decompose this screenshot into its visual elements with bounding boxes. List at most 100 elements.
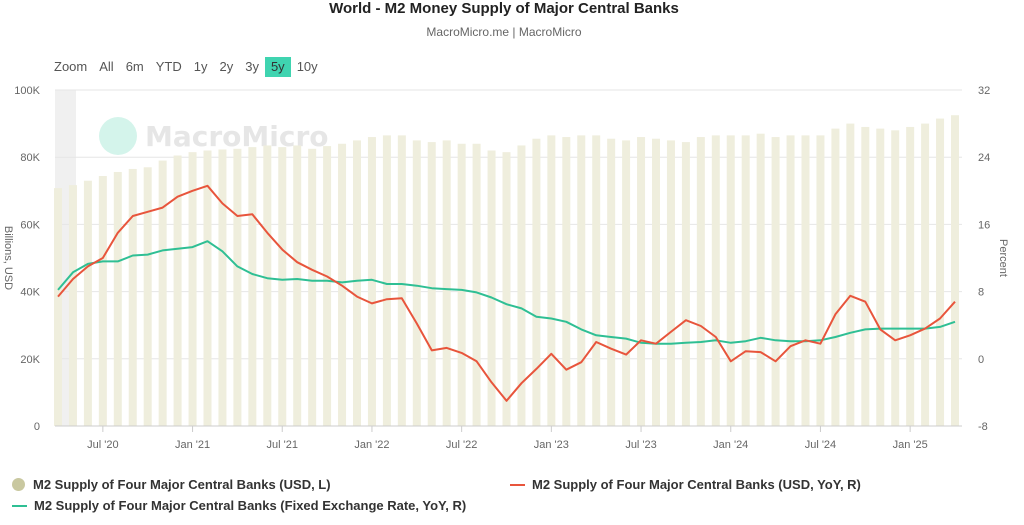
bar (203, 150, 212, 427)
x-tick-label: Jul '22 (446, 439, 477, 451)
x-tick-label: Jan '23 (534, 439, 569, 451)
bar (876, 128, 885, 426)
bar (711, 135, 720, 427)
legend-item-usd-level[interactable]: M2 Supply of Four Major Central Banks (U… (12, 477, 331, 492)
x-tick-label: Jul '21 (267, 439, 298, 451)
bar (696, 137, 705, 427)
bar (143, 167, 152, 426)
range-5y-button[interactable]: 5y (264, 57, 291, 77)
bar (726, 135, 735, 427)
bar (68, 185, 77, 426)
bar (951, 115, 959, 426)
bar (936, 118, 945, 426)
y-left-tick-label: 40K (20, 287, 40, 299)
legend-item-usd-yoy[interactable]: M2 Supply of Four Major Central Banks (U… (510, 477, 861, 492)
bar (293, 145, 302, 426)
y-left-tick-label: 0 (34, 421, 40, 433)
legend-item-fixed-yoy[interactable]: M2 Supply of Four Major Central Banks (F… (12, 498, 466, 513)
bar (861, 126, 870, 427)
bar (83, 180, 92, 426)
legend-line-marker-icon (12, 504, 27, 507)
bar (397, 135, 406, 427)
bar (681, 142, 690, 426)
range-2y-button[interactable]: 2y (219, 59, 234, 74)
bar (98, 176, 107, 426)
bar (278, 147, 287, 426)
bar (54, 188, 62, 426)
bar (771, 137, 780, 427)
bar (741, 135, 750, 427)
legend-bar-marker-icon (12, 478, 25, 491)
y-left-tick-label: 80K (20, 152, 40, 164)
bar (846, 123, 855, 426)
bar (592, 135, 601, 427)
range-1y-button[interactable]: 1y (193, 59, 208, 74)
bar (427, 142, 436, 426)
bar (472, 143, 481, 426)
bar (323, 146, 332, 426)
y-right-axis-title: Percent (997, 239, 1009, 277)
usd-yoy-line (57, 184, 956, 402)
range-selector: Zoom All 6m YTD 1y 2y 3y 5y 10y (53, 57, 324, 77)
range-ytd-button[interactable]: YTD (155, 59, 182, 74)
bar (666, 140, 675, 426)
zoom-label: Zoom (54, 59, 88, 74)
bar (756, 133, 765, 426)
y-right-tick-label: 32 (978, 85, 990, 97)
bar (263, 145, 272, 426)
bar (517, 145, 526, 426)
bar (652, 138, 660, 426)
bar (921, 123, 930, 426)
range-10y-button[interactable]: 10y (296, 59, 318, 74)
range-6m-button[interactable]: 6m (125, 59, 144, 74)
chart-area: 0 -8 20K 0 40K 8 60K 16 80K 24 100K 32 Billions, USD… (2, 85, 1009, 451)
y-left-tick-label: 100K (14, 85, 40, 97)
bar (173, 155, 182, 426)
bar (233, 148, 242, 427)
x-tick-label: Jul '23 (625, 439, 656, 451)
bar (786, 135, 795, 427)
bar (128, 168, 137, 426)
bar (367, 137, 376, 427)
bar (113, 171, 122, 426)
x-tick-label: Jan '21 (175, 439, 210, 451)
bar (906, 126, 915, 427)
y-right-tick-label: 16 (978, 219, 990, 231)
range-all-button[interactable]: All (99, 59, 114, 74)
bar (442, 140, 451, 426)
bar (622, 140, 631, 426)
bar (188, 152, 197, 426)
bar (607, 138, 616, 426)
bar (547, 135, 556, 427)
chart-subtitle: MacroMicro.me | MacroMicro (426, 25, 582, 39)
x-tick-label: Jan '25 (893, 439, 928, 451)
x-tick-label: Jan '22 (354, 439, 389, 451)
bar (891, 130, 900, 426)
range-3y-button[interactable]: 3y (245, 59, 259, 74)
x-tick-label: Jan '24 (713, 439, 748, 451)
bar (218, 149, 227, 427)
y-right-tick-label: 8 (978, 287, 984, 299)
y-left-tick-label: 60K (20, 219, 40, 231)
bar (487, 150, 496, 427)
bar (577, 135, 586, 427)
y-right-tick-label: 0 (978, 354, 984, 366)
bar (457, 143, 466, 426)
legend-label: M2 Supply of Four Major Central Banks (U… (33, 477, 331, 492)
x-tick-label: Jul '20 (87, 439, 118, 451)
bar (382, 135, 391, 427)
bar (562, 137, 571, 427)
bar (532, 138, 541, 426)
bar (637, 137, 646, 427)
bar (248, 147, 257, 426)
x-tick-label: Jul '24 (805, 439, 836, 451)
bar (158, 160, 167, 426)
y-right-tick-label: 24 (978, 152, 990, 164)
legend-label: M2 Supply of Four Major Central Banks (F… (34, 498, 467, 513)
bar (502, 152, 511, 426)
bar (308, 148, 317, 427)
y-left-axis-title: Billions, USD (2, 226, 14, 290)
bar (831, 128, 840, 426)
watermark-logo-icon (99, 117, 137, 155)
bar (801, 135, 810, 427)
